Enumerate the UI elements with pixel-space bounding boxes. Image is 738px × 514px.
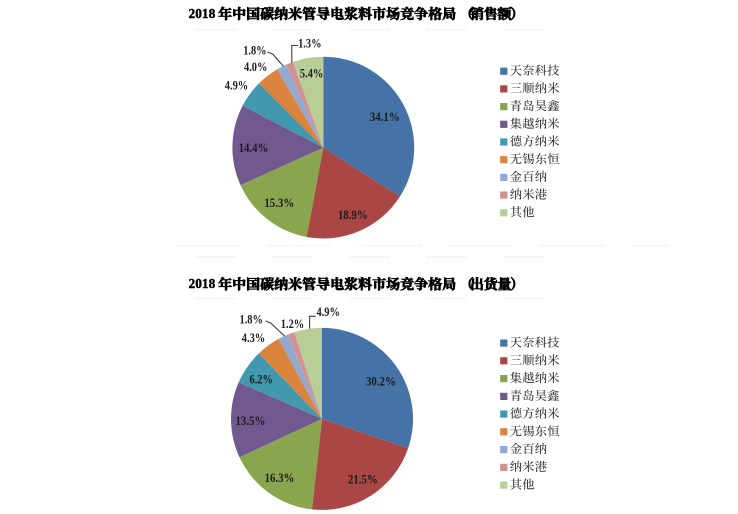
svg-text:34.1%: 34.1%	[370, 110, 400, 124]
svg-text:4.9%: 4.9%	[317, 305, 340, 319]
svg-text:21.5%: 21.5%	[348, 472, 378, 486]
svg-text:4.9%: 4.9%	[225, 79, 248, 93]
svg-text:16.3%: 16.3%	[265, 471, 295, 485]
svg-text:2018: 2018	[189, 6, 216, 21]
svg-text:15.3%: 15.3%	[264, 196, 294, 210]
svg-text:1.8%: 1.8%	[243, 44, 266, 58]
svg-text:4.3%: 4.3%	[242, 331, 265, 345]
svg-text:5.4%: 5.4%	[300, 67, 323, 81]
svg-text:13.5%: 13.5%	[236, 414, 266, 428]
svg-text:18.9%: 18.9%	[338, 208, 368, 222]
svg-text:14.4%: 14.4%	[239, 141, 269, 155]
svg-text:6.2%: 6.2%	[250, 372, 273, 386]
svg-text:30.2%: 30.2%	[366, 374, 396, 388]
svg-text:1.8%: 1.8%	[240, 313, 263, 327]
svg-text:2018: 2018	[189, 276, 216, 291]
svg-text:4.0%: 4.0%	[244, 60, 267, 74]
svg-text:1.2%: 1.2%	[281, 317, 304, 331]
svg-text:1.3%: 1.3%	[298, 37, 321, 51]
